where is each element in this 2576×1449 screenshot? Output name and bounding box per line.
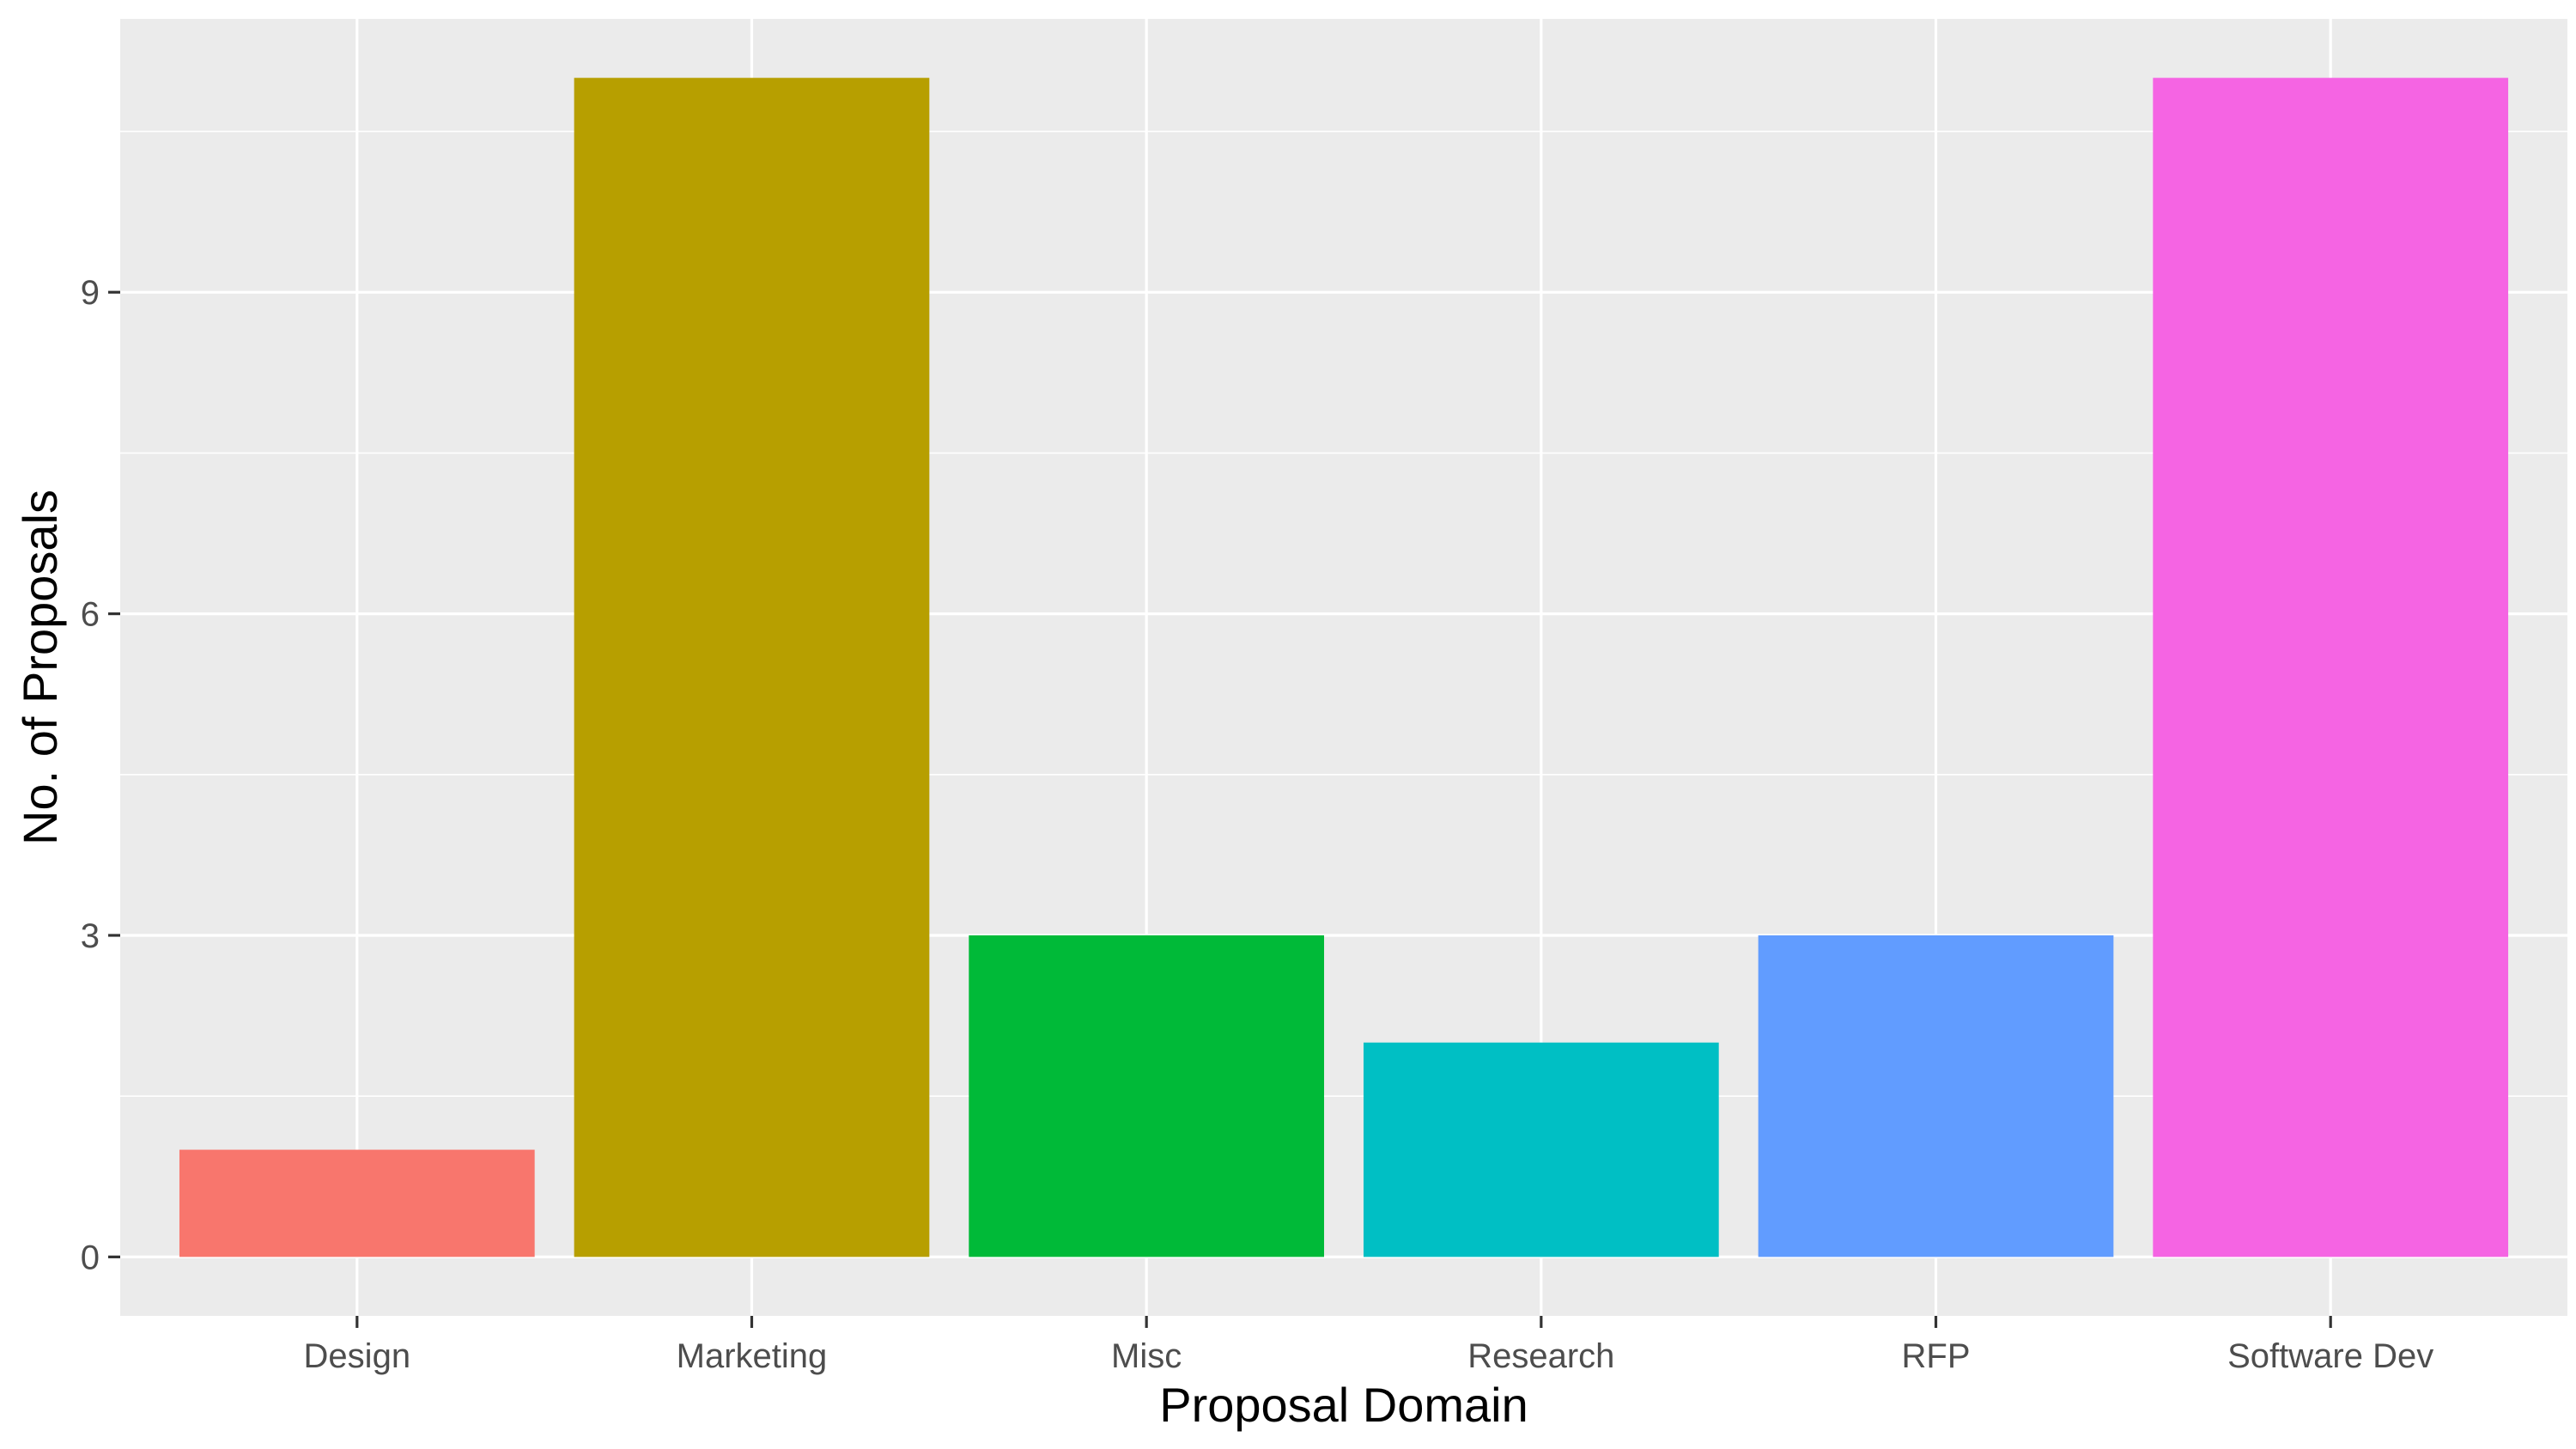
x-tick-label: Software Dev	[2227, 1337, 2433, 1375]
x-tick-label: Design	[304, 1337, 411, 1375]
bar-software-dev	[2153, 77, 2509, 1257]
bar-rfp	[1758, 935, 2114, 1257]
bar-marketing	[574, 77, 930, 1257]
bar-research	[1363, 1042, 1719, 1257]
x-tick-label: Marketing	[677, 1337, 828, 1375]
y-tick-label: 6	[81, 596, 100, 634]
y-tick-label: 9	[81, 274, 100, 312]
x-tick-label: Misc	[1111, 1337, 1182, 1375]
x-tick-label: Research	[1467, 1337, 1614, 1375]
x-axis: Design Marketing Misc Research RFP Software D…	[304, 1316, 2433, 1375]
x-tick-label: RFP	[1902, 1337, 1971, 1375]
bar-misc	[969, 935, 1325, 1257]
y-axis-title: No. of Proposals	[13, 490, 67, 845]
x-axis-title: Proposal Domain	[1159, 1378, 1528, 1432]
bars	[179, 77, 2509, 1257]
y-tick-label: 0	[81, 1239, 100, 1276]
bar-design	[179, 1149, 535, 1257]
y-tick-label: 3	[81, 917, 100, 955]
y-axis: 0 3 6 9	[81, 274, 120, 1276]
